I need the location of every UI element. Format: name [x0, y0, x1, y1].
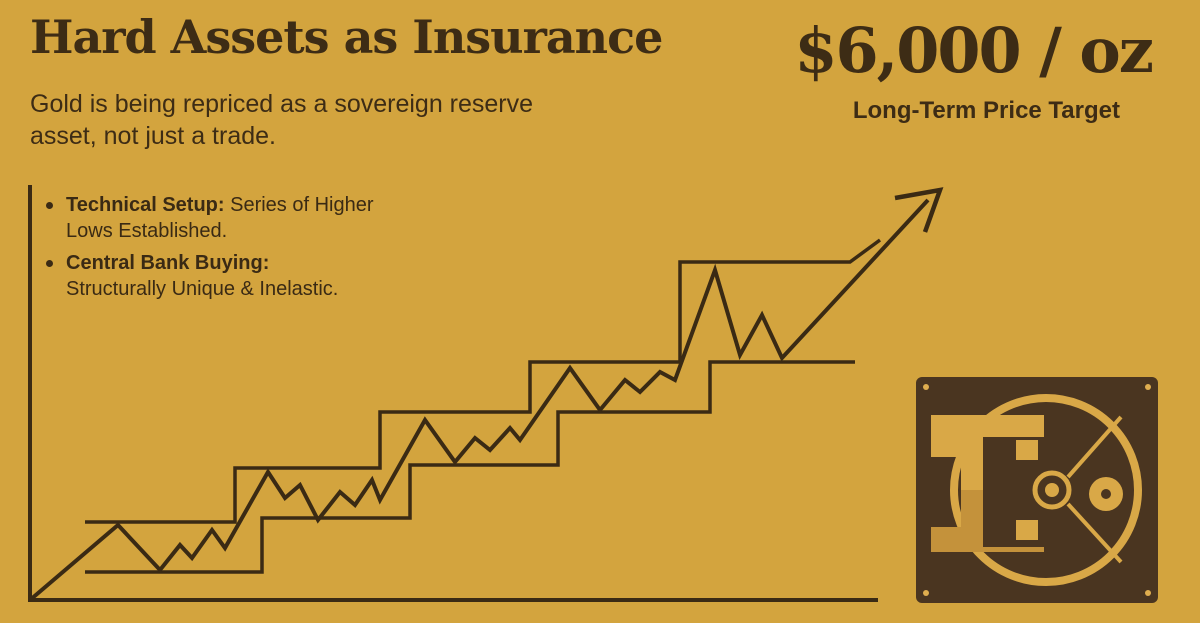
bullet-list: Technical Setup: Series of Higher Lows E…	[44, 192, 406, 308]
bank-vault-icon	[916, 377, 1158, 603]
page-title: Hard Assets as Insurance	[30, 10, 663, 64]
lower-channel-staircase	[85, 360, 855, 574]
page-subtitle: Gold is being repriced as a sovereign re…	[30, 90, 534, 150]
price-target-label: Long-Term Price Target	[852, 97, 1120, 124]
price-target: $6,000 / oz	[794, 14, 1154, 87]
trend-up-arrow-icon	[894, 187, 944, 233]
upper-channel-staircase	[85, 238, 882, 524]
bullet-central-bank: Central Bank Buying: Structurally Unique …	[44, 250, 406, 302]
bullet-technical-setup: Technical Setup: Series of Higher Lows E…	[44, 192, 406, 244]
price-line	[28, 198, 930, 602]
